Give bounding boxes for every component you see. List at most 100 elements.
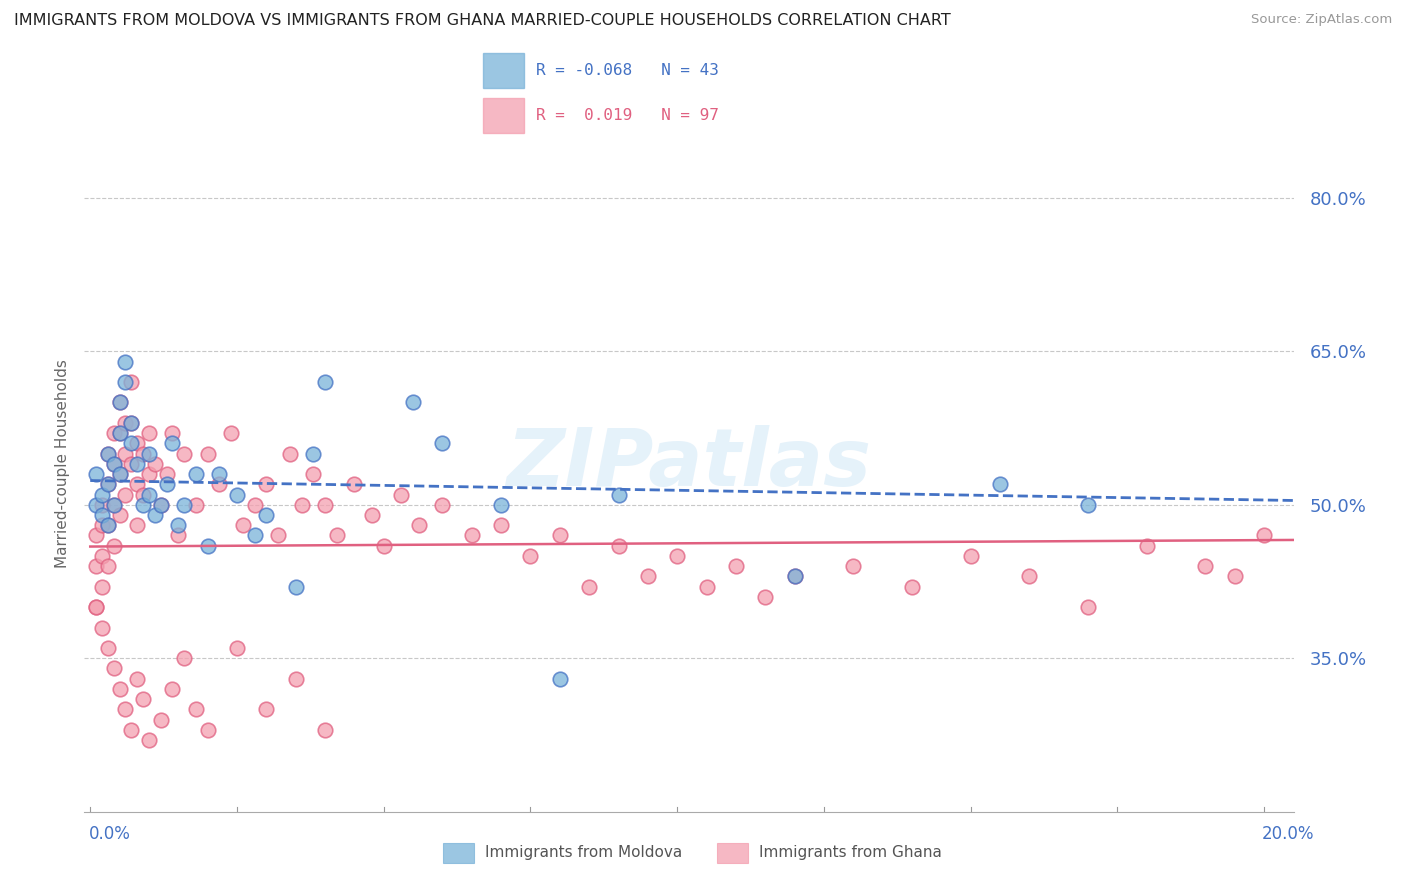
Point [988,477,1011,491]
Point [91,487,114,501]
Point [184,498,207,512]
Point [254,508,277,522]
Point [108,426,131,441]
Point [103,498,125,512]
Point [302,467,325,481]
Point [208,467,231,481]
Text: Immigrants from Moldova: Immigrants from Moldova [485,846,682,860]
Point [120,436,142,450]
Point [108,467,131,481]
Point [91,549,114,563]
Y-axis label: Married-couple Households: Married-couple Households [55,359,70,568]
Point [167,518,190,533]
Point [114,416,136,430]
Point [143,457,166,471]
Point [97,447,120,461]
Point [461,528,484,542]
Point [114,702,136,716]
Point [138,733,160,747]
Point [284,672,307,686]
Text: Source: ZipAtlas.com: Source: ZipAtlas.com [1251,13,1392,27]
Point [548,528,571,542]
Text: R = -0.068   N = 43: R = -0.068 N = 43 [536,63,718,78]
Text: IMMIGRANTS FROM MOLDOVA VS IMMIGRANTS FROM GHANA MARRIED-COUPLE HOUSEHOLDS CORRE: IMMIGRANTS FROM MOLDOVA VS IMMIGRANTS FR… [14,13,950,29]
Point [226,640,249,655]
Text: Immigrants from Ghana: Immigrants from Ghana [759,846,942,860]
Point [254,477,277,491]
Point [724,559,747,574]
Point [666,549,689,563]
Point [373,539,395,553]
Point [91,580,114,594]
Point [103,457,125,471]
Point [84,498,107,512]
Point [1223,569,1246,583]
Point [162,681,184,696]
Point [361,508,384,522]
Point [173,651,195,665]
Point [108,681,131,696]
Point [108,508,131,522]
Point [149,498,172,512]
Point [127,672,149,686]
Point [783,569,806,583]
Point [267,528,290,542]
Bar [484,98,523,134]
Point [97,477,120,491]
Point [254,702,277,716]
Point [548,672,571,686]
Point [197,723,219,737]
Point [114,447,136,461]
Point [1077,498,1099,512]
Point [519,549,541,563]
Point [155,467,177,481]
Text: R =  0.019   N = 97: R = 0.019 N = 97 [536,108,718,123]
Point [754,590,776,604]
Point [290,498,312,512]
Point [91,518,114,533]
Point [114,354,136,368]
Point [696,580,718,594]
Point [389,487,412,501]
Point [302,447,325,461]
Point [208,477,231,491]
Point [97,477,120,491]
Point [637,569,659,583]
Point [120,416,142,430]
Point [402,395,425,409]
Point [432,498,454,512]
Point [197,539,219,553]
Point [91,498,114,512]
Point [432,436,454,450]
Point [103,457,125,471]
Point [167,528,190,542]
Point [138,487,160,501]
Point [226,487,249,501]
Point [108,426,131,441]
Point [97,447,120,461]
Point [138,467,160,481]
Point [607,487,630,501]
Point [243,498,266,512]
Point [108,395,131,409]
Text: 20.0%: 20.0% [1263,825,1315,843]
Point [1194,559,1216,574]
Point [97,518,120,533]
Point [132,692,155,706]
Point [184,467,207,481]
Point [1136,539,1159,553]
Point [578,580,600,594]
Point [120,457,142,471]
Point [219,426,242,441]
Point [127,457,149,471]
Point [314,498,336,512]
Point [232,518,254,533]
Point [959,549,981,563]
Point [901,580,924,594]
Point [278,447,301,461]
Point [173,498,195,512]
Text: ZIPatlas: ZIPatlas [506,425,872,503]
Point [138,447,160,461]
Point [84,528,107,542]
Point [149,498,172,512]
